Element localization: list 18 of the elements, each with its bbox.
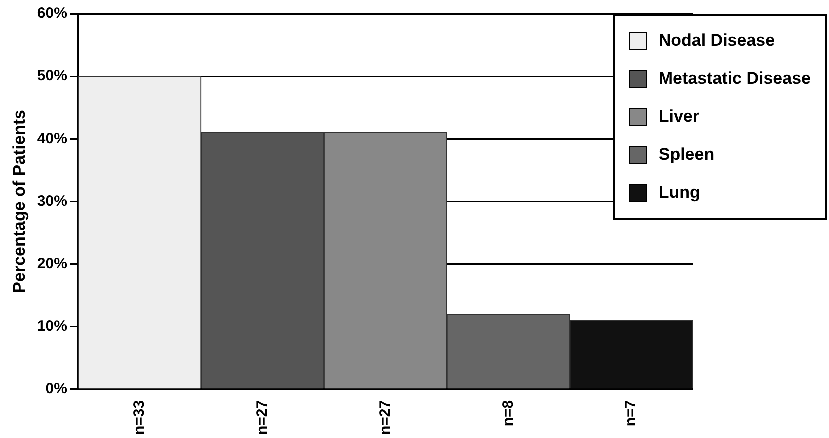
y-tick-label: 50% [37,68,68,85]
legend-label: Lung [658,183,700,203]
y-tick-label: 0% [46,380,68,398]
y-tick-label: 60% [37,5,68,22]
x-tick-label: n=7 [622,400,640,427]
x-tick-label: n=8 [500,400,517,427]
legend-label: Nodal Disease [658,31,776,51]
y-tick-label: 20% [37,255,68,272]
legend-label: Spleen [658,145,715,165]
x-tick-label: n=27 [376,400,394,435]
y-tick-label: 30% [37,192,68,210]
y-tick-label: 40% [37,130,68,148]
x-tick-label: n=33 [131,400,148,435]
legend-label: Metastatic Disease [658,69,811,89]
y-axis-title: Percentage of Patients [10,110,29,294]
y-tick-label: 10% [37,318,68,335]
legend-label: Liver [658,107,700,127]
x-tick-label: n=27 [254,400,271,435]
